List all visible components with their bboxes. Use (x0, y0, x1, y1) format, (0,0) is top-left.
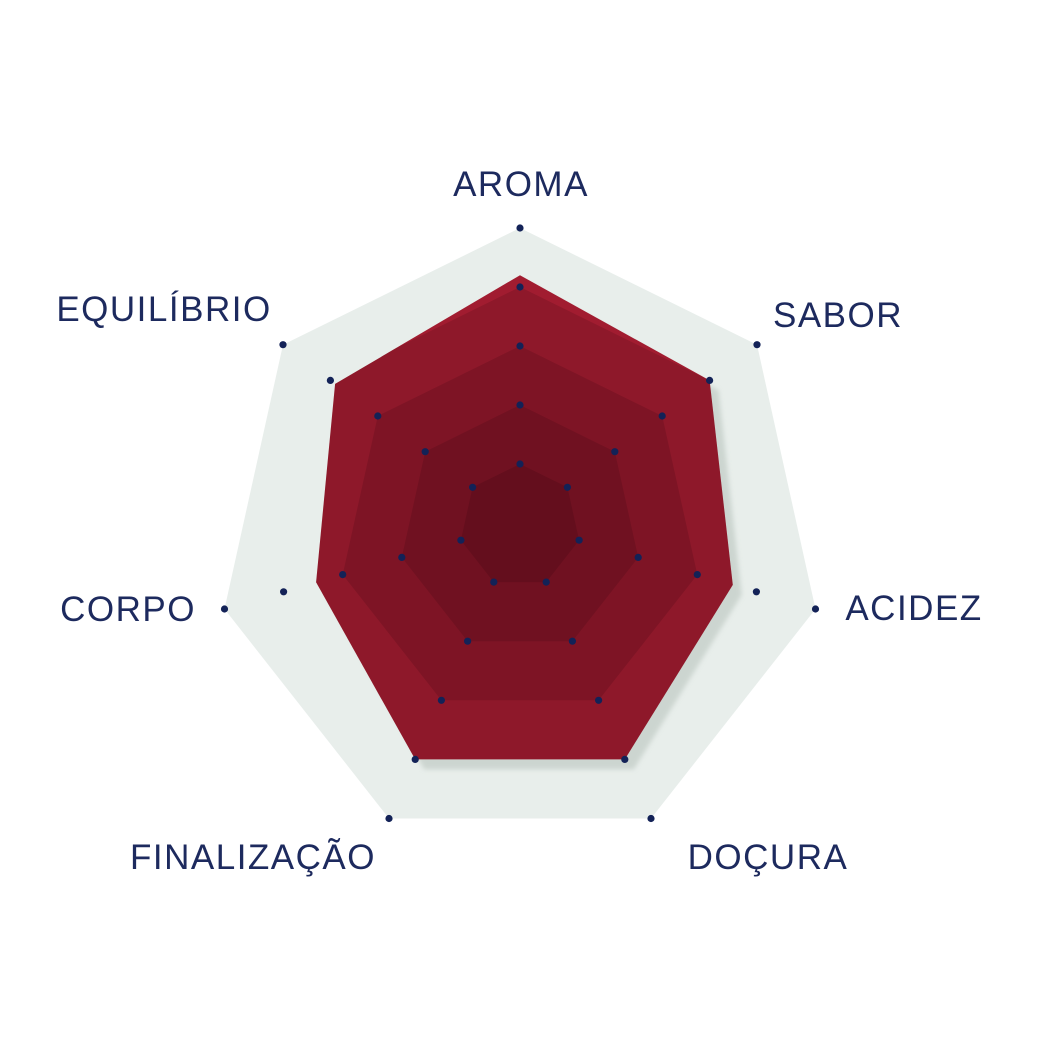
tick-dot (411, 755, 419, 764)
tick-dot (575, 536, 583, 544)
tick-dot (279, 341, 287, 349)
tick-dot (280, 588, 288, 596)
tick-dot (516, 401, 524, 409)
axis-label-corpo: CORPO (60, 590, 196, 629)
radar-grid-ring (401, 405, 639, 642)
tick-dot (595, 696, 603, 704)
tick-dot (811, 605, 820, 613)
radar-tick-dots (220, 224, 820, 823)
tick-dot (706, 376, 714, 384)
tick-dot (421, 448, 429, 456)
tick-dot (693, 571, 701, 579)
tick-dot (611, 448, 619, 456)
tick-dot (326, 376, 334, 384)
tick-dot (634, 553, 642, 562)
tick-dot (563, 483, 572, 491)
tick-dot (220, 605, 229, 613)
tick-dot (469, 483, 477, 491)
tick-dot (339, 571, 347, 579)
tick-dot (752, 588, 761, 596)
radar-ring-shading (316, 287, 733, 760)
tick-dot (437, 696, 445, 704)
radar-grid-ring (342, 346, 698, 701)
tick-dot (542, 578, 550, 586)
axis-label-acidez: ACIDEZ (845, 589, 983, 628)
axis-label-sabor: SABOR (772, 296, 904, 335)
radar-data-polygon (316, 275, 733, 760)
tick-dot (398, 553, 406, 562)
radar-grid-ring (460, 464, 580, 583)
tick-dot (568, 637, 577, 645)
axis-label-aroma: AROMA (453, 165, 589, 204)
tick-dot (516, 342, 524, 350)
tick-dot (374, 412, 382, 420)
tick-dot (658, 412, 666, 420)
tick-dot (516, 224, 524, 232)
tick-dot (647, 814, 655, 823)
tick-dot (621, 755, 629, 764)
axis-label-equilibrio: EQUILÍBRIO (56, 290, 272, 329)
radar-grid-ring (316, 287, 733, 760)
tick-dot (464, 637, 472, 645)
axis-label-finalizacao: FINALIZAÇÃO (130, 838, 376, 877)
tick-dot (457, 536, 465, 544)
axis-label-docura: DOÇURA (687, 838, 849, 877)
tick-dot (516, 460, 524, 468)
tick-dot (753, 341, 761, 349)
tick-dot (516, 283, 524, 291)
tick-dot (490, 578, 498, 586)
tick-dot (385, 814, 393, 823)
